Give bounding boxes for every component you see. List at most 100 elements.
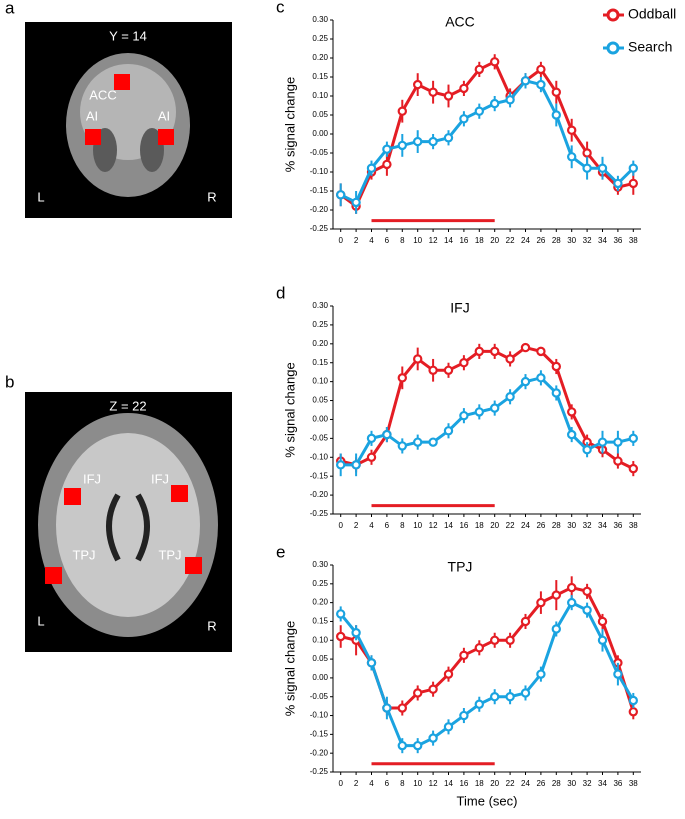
roi — [158, 129, 174, 145]
x-tick-label: 36 — [613, 779, 622, 788]
data-point — [551, 87, 562, 97]
x-tick-label: 22 — [506, 779, 515, 788]
x-tick-label: 20 — [490, 521, 499, 530]
data-point — [582, 148, 592, 158]
y-tick-label: -0.25 — [310, 509, 329, 518]
x-tick-label: 6 — [385, 521, 390, 530]
y-tick-label: 0.05 — [312, 396, 328, 405]
y-tick-label: 0.25 — [312, 320, 328, 329]
data-point — [613, 178, 623, 189]
y-tick-label: 0.20 — [312, 598, 328, 607]
y-tick-label: 0.05 — [312, 110, 328, 119]
x-axis-label: Time (sec) — [457, 793, 518, 808]
data-point — [413, 688, 423, 698]
ventricles — [106, 493, 150, 562]
data-point — [336, 631, 346, 642]
y-tick-label: -0.05 — [310, 433, 329, 442]
data-point — [551, 624, 562, 634]
data-point — [428, 437, 438, 447]
x-tick-label: 4 — [369, 521, 374, 530]
panel-letter: b — [5, 372, 14, 391]
x-tick-label: 38 — [629, 779, 638, 788]
y-tick-label: -0.10 — [310, 452, 329, 461]
x-tick-label: 30 — [567, 779, 576, 788]
data-point — [459, 114, 469, 124]
x-tick-label: 2 — [354, 521, 359, 530]
y-tick-label: -0.20 — [310, 748, 329, 757]
data-point — [474, 643, 484, 653]
data-point — [490, 98, 500, 109]
data-point — [551, 590, 562, 600]
y-tick-label: -0.25 — [310, 767, 329, 776]
roi — [64, 488, 81, 505]
data-point — [459, 83, 469, 94]
data-point — [382, 703, 392, 713]
region-label: AI — [158, 108, 170, 123]
x-tick-label: 34 — [598, 521, 607, 530]
data-point — [567, 429, 577, 440]
data-point — [413, 79, 423, 90]
x-tick-label: 38 — [629, 236, 638, 245]
y-tick-label: 0.20 — [312, 53, 328, 62]
data-point — [551, 361, 562, 372]
data-point — [428, 684, 438, 694]
x-tick-label: 8 — [400, 521, 405, 530]
data-point — [490, 57, 500, 67]
data-point — [536, 669, 546, 679]
data-point — [443, 669, 454, 679]
y-tick-label: 0.30 — [312, 15, 328, 24]
y-tick-label: -0.05 — [310, 148, 329, 157]
data-point — [582, 445, 592, 455]
series-line — [339, 600, 635, 748]
data-point — [474, 346, 484, 357]
data-point — [413, 354, 423, 364]
data-point — [536, 64, 546, 75]
data-point — [505, 354, 515, 364]
x-tick-label: 18 — [475, 779, 484, 788]
data-point — [505, 635, 515, 645]
x-tick-label: 12 — [429, 521, 438, 530]
x-tick-label: 34 — [598, 236, 607, 245]
x-tick-label: 30 — [567, 236, 576, 245]
y-tick-label: -0.15 — [310, 186, 329, 195]
x-tick-label: 16 — [459, 521, 468, 530]
data-point — [382, 144, 392, 154]
data-point — [366, 433, 377, 444]
data-point — [613, 669, 623, 679]
y-tick-label: 0.00 — [312, 129, 328, 138]
data-point — [366, 163, 377, 173]
roi — [185, 557, 202, 574]
y-axis-label: % signal change — [282, 621, 297, 716]
x-tick-label: 26 — [536, 779, 545, 788]
data-point — [397, 441, 407, 451]
data-point — [597, 635, 608, 645]
data-point — [567, 152, 577, 162]
x-tick-label: 0 — [338, 521, 343, 530]
data-point — [336, 190, 346, 200]
x-tick-label: 16 — [459, 236, 468, 245]
y-tick-label: 0.10 — [312, 635, 328, 644]
y-tick-label: -0.15 — [310, 729, 329, 738]
region-label: IFJ — [83, 471, 101, 486]
data-point — [597, 616, 608, 627]
region-label: TPJ — [72, 547, 95, 562]
data-point — [397, 140, 407, 151]
x-tick-label: 32 — [583, 521, 592, 530]
x-tick-label: 28 — [552, 779, 561, 788]
data-point — [382, 159, 392, 170]
y-tick-label: 0.25 — [312, 579, 328, 588]
x-tick-label: 38 — [629, 521, 638, 530]
data-point — [459, 710, 469, 721]
region-label: AI — [86, 108, 98, 123]
legend-marker — [606, 41, 620, 55]
side-label: R — [207, 189, 216, 204]
x-tick-label: 8 — [400, 236, 405, 245]
y-tick-label: 0.00 — [312, 673, 328, 682]
data-point — [520, 76, 531, 86]
x-tick-label: 28 — [552, 521, 561, 530]
data-point — [582, 586, 592, 597]
x-tick-label: 22 — [506, 521, 515, 530]
roi — [171, 485, 188, 502]
chart-title: TPJ — [448, 559, 473, 575]
